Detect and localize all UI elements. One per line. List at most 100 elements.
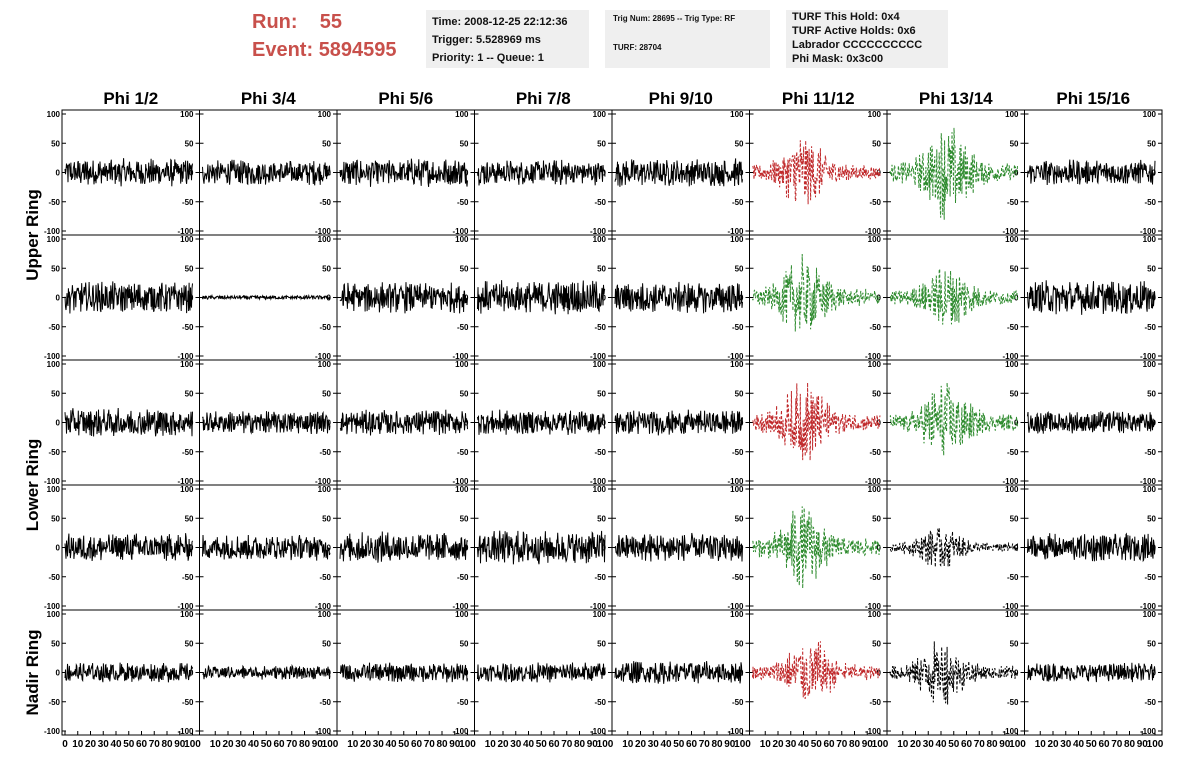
x-tick-label: 90 — [449, 739, 461, 750]
y-tick-label-right: -100 — [727, 602, 744, 611]
waveform-trace-r4-c5 — [614, 532, 743, 562]
y-tick-label-right: 100 — [1005, 485, 1019, 494]
y-tick-label-right: -50 — [182, 198, 194, 207]
y-tick-label-right: 50 — [1147, 389, 1156, 398]
y-tick-label-right: -50 — [319, 698, 331, 707]
y-tick-label-right: -100 — [177, 352, 194, 361]
y-tick-label-right: -50 — [457, 698, 469, 707]
y-tick-label-right: 100 — [455, 110, 469, 119]
y-tick-label-right: 50 — [460, 389, 469, 398]
x-tick-label: 50 — [811, 739, 823, 750]
event-value: 5894595 — [318, 39, 397, 61]
x-tick-label: 100 — [734, 739, 751, 750]
y-tick-label-right: -100 — [865, 602, 882, 611]
y-tick-label-right: -50 — [594, 448, 606, 457]
trigger-text: Trigger: 5.528969 ms — [432, 34, 541, 46]
waveform-trace-r1-c1 — [64, 158, 193, 187]
waveform-trace-r5-c2 — [202, 663, 331, 680]
y-tick-label-left: 50 — [51, 639, 60, 648]
y-tick-label-right: -100 — [1140, 227, 1157, 236]
waveform-trace-r5-c1 — [64, 662, 193, 683]
y-tick-label-right: -100 — [590, 477, 607, 486]
y-tick-label-right: -100 — [590, 727, 607, 736]
y-tick-label-right: 100 — [180, 360, 194, 369]
y-tick-label-right: 100 — [730, 360, 744, 369]
x-tick-label: 20 — [222, 739, 234, 750]
y-tick-label-right: -50 — [457, 323, 469, 332]
y-tick-label-right: -50 — [182, 573, 194, 582]
y-tick-label-right: 50 — [185, 514, 194, 523]
y-tick-label-right: 0 — [464, 419, 469, 428]
run-value: 55 — [319, 11, 343, 33]
y-tick-label-right: 100 — [593, 110, 607, 119]
y-tick-label-right: -100 — [1002, 602, 1019, 611]
y-tick-label-right: -50 — [732, 448, 744, 457]
y-tick-label-left: -50 — [48, 198, 60, 207]
y-tick-label-right: 100 — [180, 485, 194, 494]
waveform-trace-r5-c4 — [477, 662, 606, 683]
y-tick-label-right: -100 — [452, 727, 469, 736]
turf-this-hold-text: TURF This Hold: 0x4 — [792, 11, 900, 23]
y-tick-label-right: 50 — [1010, 264, 1019, 273]
x-tick-label: 70 — [699, 739, 711, 750]
waveform-trace-r3-c8 — [1027, 411, 1156, 434]
x-tick-label: 30 — [923, 739, 935, 750]
x-tick-label: 40 — [935, 739, 947, 750]
x-tick-label: 60 — [1098, 739, 1110, 750]
y-tick-label-right: 100 — [1005, 235, 1019, 244]
y-tick-label-right: 100 — [1143, 485, 1157, 494]
y-tick-label-right: -50 — [319, 323, 331, 332]
x-tick-label: 10 — [485, 739, 497, 750]
y-tick-label-right: -100 — [590, 227, 607, 236]
x-tick-label: 30 — [98, 739, 110, 750]
x-tick-label: 60 — [686, 739, 698, 750]
waveform-trace-r2-c4 — [477, 280, 606, 315]
y-tick-label-right: 50 — [735, 514, 744, 523]
waveform-trace-r2-c7 — [889, 268, 1018, 325]
y-tick-label-right: -50 — [732, 323, 744, 332]
y-tick-label-right: -100 — [727, 727, 744, 736]
x-tick-label: 80 — [161, 739, 173, 750]
column-header-8: Phi 15/16 — [1056, 89, 1130, 108]
waveform-trace-r2-c5 — [614, 281, 743, 314]
y-tick-label-right: 0 — [1014, 294, 1019, 303]
x-tick-label: 80 — [436, 739, 448, 750]
x-tick-label: 40 — [385, 739, 397, 750]
time-info-panel: Time: 2008-12-25 22:12:36 Trigger: 5.528… — [426, 10, 589, 68]
x-tick-label: 40 — [1073, 739, 1085, 750]
y-tick-label-right: -50 — [182, 448, 194, 457]
y-tick-label-right: -50 — [319, 573, 331, 582]
y-tick-label-right: -50 — [1144, 698, 1156, 707]
y-tick-label-right: 100 — [730, 235, 744, 244]
column-header-6: Phi 11/12 — [782, 89, 855, 108]
y-tick-label-left: 0 — [56, 544, 61, 553]
y-tick-label-right: 100 — [318, 485, 332, 494]
y-tick-label-right: 100 — [318, 610, 332, 619]
y-tick-label-right: -100 — [865, 352, 882, 361]
x-tick-label: 70 — [286, 739, 298, 750]
x-tick-label: 40 — [523, 739, 535, 750]
y-tick-label-left: 50 — [51, 389, 60, 398]
x-tick-label: 60 — [823, 739, 835, 750]
y-tick-label-right: -100 — [727, 227, 744, 236]
waveform-trace-r1-c5 — [614, 158, 743, 187]
y-tick-label-right: -100 — [727, 352, 744, 361]
x-tick-label: 100 — [184, 739, 201, 750]
waveform-trace-r5-c3 — [339, 662, 468, 683]
y-tick-label-right: 50 — [322, 139, 331, 148]
ring-label-3: Nadir Ring — [23, 630, 42, 716]
y-tick-label-right: -50 — [869, 448, 881, 457]
y-tick-label-right: 0 — [877, 294, 882, 303]
y-tick-label-right: 100 — [455, 610, 469, 619]
x-tick-label: 30 — [235, 739, 247, 750]
y-tick-label-right: 50 — [460, 514, 469, 523]
x-tick-label: 40 — [248, 739, 260, 750]
y-tick-label-right: 50 — [1147, 514, 1156, 523]
y-tick-label-right: 0 — [189, 669, 194, 678]
y-tick-label-right: -50 — [457, 573, 469, 582]
y-tick-label-left: 100 — [47, 110, 61, 119]
waveform-trace-r4-c3 — [339, 531, 468, 563]
y-tick-label-left: 50 — [51, 264, 60, 273]
x-tick-label: 20 — [1047, 739, 1059, 750]
y-tick-label-right: -100 — [452, 352, 469, 361]
